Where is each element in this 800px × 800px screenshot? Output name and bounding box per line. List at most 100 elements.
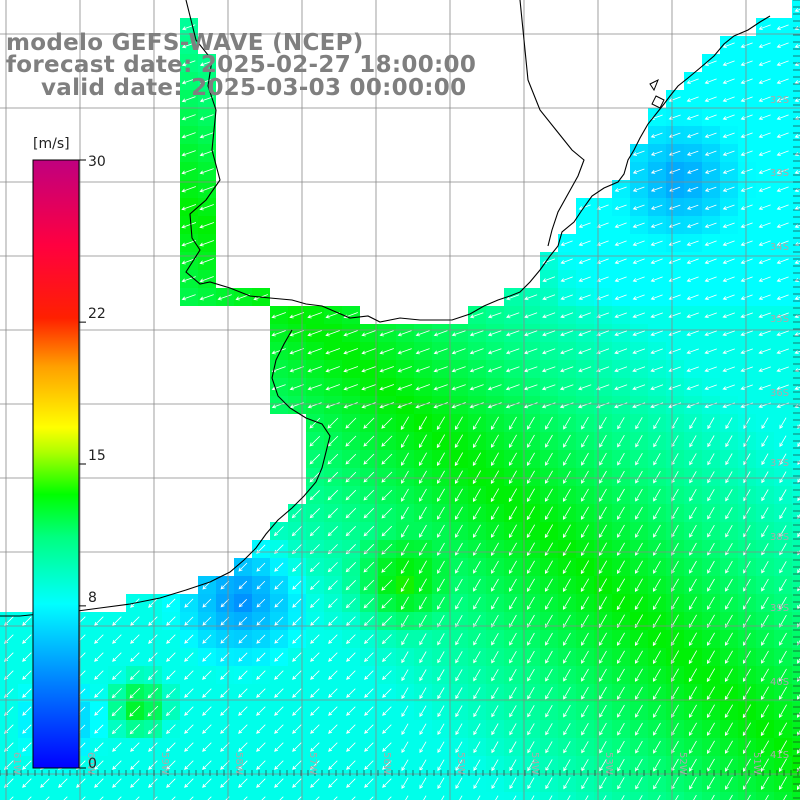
wind-arrow bbox=[455, 524, 463, 538]
wind-arrow bbox=[401, 723, 409, 736]
wind-arrow bbox=[166, 598, 176, 608]
wind-arrow bbox=[181, 96, 196, 103]
wind-cell bbox=[792, 36, 800, 54]
wind-arrow bbox=[580, 578, 590, 593]
wind-arrow bbox=[758, 348, 771, 354]
wind-arrow bbox=[526, 524, 536, 539]
wind-arrow bbox=[639, 795, 643, 800]
wind-arrow bbox=[758, 222, 771, 228]
wind-arrow bbox=[652, 668, 661, 682]
wind-arrow bbox=[181, 240, 196, 247]
wind-arrow bbox=[778, 776, 787, 791]
wind-arrow bbox=[527, 777, 535, 790]
wind-arrow bbox=[617, 668, 625, 682]
wind-arrow bbox=[562, 542, 572, 557]
wind-arrow bbox=[653, 776, 661, 790]
wind-arrow bbox=[274, 778, 284, 788]
wind-arrow bbox=[563, 416, 571, 430]
wind-arrow bbox=[509, 759, 517, 772]
wind-arrow bbox=[379, 402, 395, 409]
wind-arrow bbox=[256, 706, 266, 716]
wind-arrow bbox=[724, 632, 733, 646]
wind-arrow bbox=[22, 616, 32, 626]
wind-arrow bbox=[455, 651, 463, 664]
wind-arrow bbox=[165, 688, 176, 699]
wind-arrow bbox=[112, 778, 122, 788]
wind-arrow bbox=[670, 704, 679, 718]
wind-arrow bbox=[523, 402, 538, 409]
wind-cell bbox=[792, 396, 800, 414]
wind-arrow bbox=[686, 204, 699, 210]
wind-arrow bbox=[472, 434, 481, 449]
wind-arrow bbox=[469, 348, 484, 355]
wind-arrow bbox=[614, 258, 627, 264]
wind-arrow bbox=[469, 402, 484, 409]
wind-arrow bbox=[688, 650, 698, 665]
wind-arrow bbox=[130, 778, 140, 788]
wind-arrow bbox=[704, 132, 717, 138]
wind-arrow bbox=[473, 488, 481, 503]
wind-arrow bbox=[632, 276, 645, 282]
wind-arrow bbox=[256, 562, 266, 572]
wind-arrow bbox=[345, 526, 356, 537]
longitude-label: 55W bbox=[455, 752, 466, 775]
wind-cell bbox=[792, 792, 800, 800]
wind-arrow bbox=[740, 186, 753, 192]
wind-arrow bbox=[508, 524, 517, 539]
wind-arrow bbox=[563, 632, 571, 646]
wind-arrow bbox=[401, 741, 409, 754]
wind-arrow bbox=[560, 366, 574, 373]
wind-arrow bbox=[563, 470, 571, 484]
wind-arrow bbox=[327, 435, 339, 447]
wind-arrow bbox=[779, 578, 787, 592]
wind-arrow bbox=[310, 634, 320, 644]
wind-arrow bbox=[706, 740, 715, 754]
wind-arrow bbox=[184, 652, 194, 662]
colorbar-bar bbox=[32, 159, 80, 769]
wind-cell bbox=[612, 792, 630, 800]
wind-cell bbox=[396, 792, 414, 800]
wind-arrow bbox=[560, 276, 573, 282]
wind-arrow bbox=[740, 222, 753, 228]
wind-arrow bbox=[668, 312, 681, 318]
wind-arrow bbox=[707, 776, 715, 790]
wind-arrow bbox=[345, 598, 356, 609]
wind-arrow bbox=[469, 330, 484, 337]
wind-arrow bbox=[415, 330, 430, 337]
wind-arrow bbox=[455, 687, 463, 700]
wind-arrow bbox=[794, 8, 800, 12]
wind-arrow bbox=[761, 489, 769, 502]
colorbar-ticks: 30 22 15 8 0 bbox=[79, 154, 106, 772]
wind-arrow bbox=[563, 686, 571, 700]
wind-arrow bbox=[776, 114, 789, 120]
wind-arrow bbox=[310, 706, 320, 716]
wind-arrow bbox=[562, 596, 571, 610]
wind-arrow bbox=[363, 471, 375, 483]
wind-arrow bbox=[616, 596, 626, 611]
latitude-label: 37S bbox=[770, 458, 789, 469]
wind-arrow bbox=[487, 348, 502, 355]
wind-arrow bbox=[129, 705, 141, 717]
wind-arrow bbox=[599, 668, 607, 682]
wind-arrow bbox=[693, 794, 697, 800]
wind-arrow bbox=[112, 760, 122, 770]
wind-arrow bbox=[650, 204, 663, 210]
wind-arrow bbox=[490, 542, 499, 556]
longitude-label: 57W bbox=[307, 752, 318, 775]
wind-arrow bbox=[707, 596, 715, 610]
wind-arrow bbox=[722, 312, 735, 318]
wind-arrow bbox=[491, 741, 499, 754]
latitude-label: 34S bbox=[770, 242, 789, 253]
wind-arrow bbox=[184, 706, 194, 716]
wind-arrow bbox=[526, 506, 536, 521]
wind-arrow bbox=[401, 488, 409, 502]
wind-arrow bbox=[473, 560, 481, 574]
wind-arrow bbox=[541, 402, 556, 409]
wind-arrow bbox=[560, 312, 574, 319]
wind-arrow bbox=[45, 796, 50, 800]
wind-arrow bbox=[94, 670, 104, 680]
wind-arrow bbox=[202, 778, 212, 788]
wind-arrow bbox=[707, 650, 715, 665]
wind-arrow bbox=[578, 330, 592, 337]
wind-arrow bbox=[328, 778, 338, 788]
